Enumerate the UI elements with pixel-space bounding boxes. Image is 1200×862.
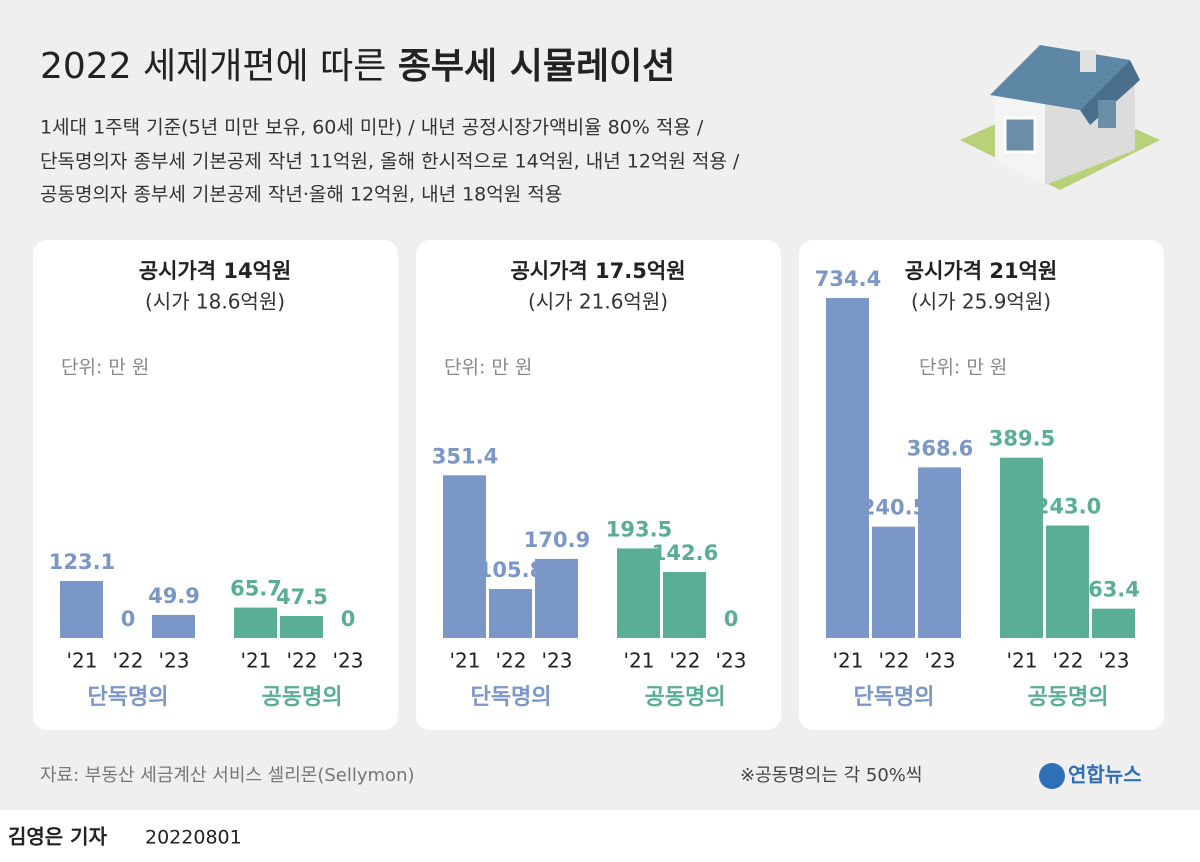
- chart-title: 공시가격 17.5억원: [510, 259, 685, 283]
- note: 단독명의자 종부세 기본공제 작년 11억원, 올해 한시적으로 14억원, 내…: [40, 151, 740, 173]
- value-label: 368.6: [907, 436, 973, 460]
- chart-subtitle: (시가 18.6억원): [145, 290, 285, 314]
- value-label: 105.8: [478, 558, 544, 582]
- bar: [663, 571, 706, 638]
- value-label: 240.5: [861, 496, 927, 520]
- x-tick-label: '22: [879, 649, 910, 673]
- bar: [152, 614, 195, 638]
- bar: [1092, 608, 1135, 638]
- house-illustration: [960, 45, 1160, 190]
- group-label: 단독명의: [471, 685, 552, 710]
- x-tick-label: '23: [925, 649, 956, 673]
- bar: [234, 607, 277, 638]
- byline-bar: [0, 810, 1200, 862]
- bar: [872, 526, 915, 638]
- value-label: 389.5: [989, 427, 1055, 451]
- bar: [1046, 525, 1089, 638]
- date: 20220801: [145, 827, 242, 849]
- bar: [60, 581, 103, 638]
- title: 2022 세제개편에 따른 종부세 시뮬레이션: [40, 46, 675, 87]
- unit: 단위: 만 원: [61, 357, 149, 379]
- bar: [280, 616, 323, 638]
- x-tick-label: '21: [241, 649, 272, 673]
- x-tick-label: '22: [1053, 649, 1084, 673]
- bar: [918, 467, 961, 638]
- x-tick-label: '23: [1099, 649, 1130, 673]
- value-label: 0: [121, 607, 136, 631]
- x-tick-label: '23: [333, 649, 364, 673]
- value-label: 734.4: [815, 267, 881, 291]
- group-label: 공동명의: [645, 685, 726, 710]
- x-tick-label: '22: [113, 649, 144, 673]
- value-label: 63.4: [1088, 578, 1140, 602]
- value-label: 0: [341, 607, 356, 631]
- x-tick-label: '21: [833, 649, 864, 673]
- bar: [535, 558, 578, 638]
- title-prefix: 2022 세제개편에 따른: [40, 46, 386, 87]
- x-tick-label: '21: [624, 649, 655, 673]
- x-tick-label: '22: [287, 649, 318, 673]
- value-label: 123.1: [49, 550, 115, 574]
- chart-subtitle: (시가 21.6억원): [528, 290, 668, 314]
- unit: 단위: 만 원: [919, 357, 1007, 379]
- footnote: ※공동명의는 각 50%씩: [740, 765, 922, 786]
- x-tick-label: '22: [496, 649, 527, 673]
- bar: [489, 589, 532, 638]
- chart-title: 공시가격 14억원: [139, 259, 291, 283]
- value-label: 47.5: [276, 585, 328, 609]
- value-label: 243.0: [1035, 495, 1101, 519]
- x-tick-label: '23: [716, 649, 747, 673]
- value-label: 49.9: [148, 584, 200, 608]
- x-tick-label: '21: [67, 649, 98, 673]
- x-tick-label: '22: [670, 649, 701, 673]
- value-label: 65.7: [230, 577, 282, 601]
- chart-title: 공시가격 21억원: [905, 259, 1057, 283]
- note: 공동명의자 종부세 기본공제 작년·올해 12억원, 내년 18억원 적용: [40, 184, 562, 206]
- x-tick-label: '23: [542, 649, 573, 673]
- logo: 연합뉴스: [1068, 763, 1142, 787]
- value-label: 170.9: [524, 528, 590, 552]
- x-tick-label: '21: [450, 649, 481, 673]
- unit: 단위: 만 원: [444, 357, 532, 379]
- bar: [617, 548, 660, 638]
- title-emphasis: 종부세 시뮬레이션: [398, 46, 676, 87]
- group-label: 공동명의: [1028, 685, 1109, 710]
- source: 자료: 부동산 세금계산 서비스 셀리몬(Sellymon): [40, 765, 415, 786]
- bar: [443, 475, 486, 638]
- x-tick-label: '21: [1007, 649, 1038, 673]
- logo-mark: [1039, 763, 1065, 789]
- byline: 김영은 기자: [8, 825, 108, 849]
- group-label: 단독명의: [88, 685, 169, 710]
- value-label: 351.4: [432, 444, 498, 468]
- bar: [1000, 457, 1043, 638]
- note: 1세대 1주택 기준(5년 미만 보유, 60세 미만) / 내년 공정시장가액…: [40, 117, 704, 139]
- group-label: 단독명의: [854, 685, 935, 710]
- group-label: 공동명의: [262, 685, 343, 710]
- chart-subtitle: (시가 25.9억원): [911, 290, 1051, 314]
- value-label: 0: [724, 607, 739, 631]
- value-label: 142.6: [652, 541, 718, 565]
- value-label: 193.5: [606, 517, 672, 541]
- x-tick-label: '23: [159, 649, 190, 673]
- bar: [826, 298, 869, 638]
- panel: [33, 240, 398, 730]
